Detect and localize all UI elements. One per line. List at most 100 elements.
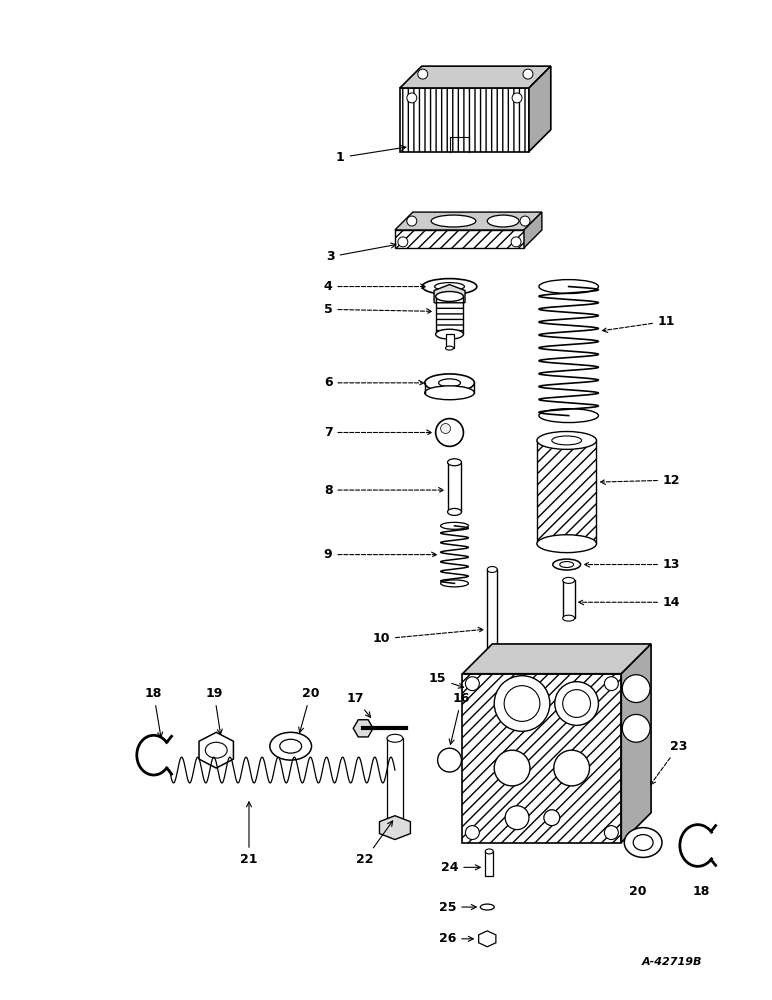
Text: 17: 17: [347, 692, 371, 717]
Ellipse shape: [448, 459, 462, 466]
Text: 19: 19: [205, 687, 223, 734]
Ellipse shape: [435, 292, 463, 301]
Ellipse shape: [487, 567, 497, 572]
Circle shape: [604, 826, 618, 840]
Circle shape: [622, 675, 650, 703]
Circle shape: [622, 714, 650, 742]
Text: 15: 15: [429, 672, 464, 688]
Circle shape: [418, 69, 428, 79]
Text: 21: 21: [240, 802, 258, 866]
Ellipse shape: [432, 215, 476, 227]
Ellipse shape: [553, 559, 581, 570]
Polygon shape: [479, 931, 496, 947]
Ellipse shape: [422, 279, 477, 294]
Text: 3: 3: [326, 243, 396, 263]
Text: 18: 18: [693, 885, 710, 898]
Bar: [563, 580, 574, 618]
Circle shape: [555, 682, 598, 725]
Ellipse shape: [633, 835, 653, 850]
Text: 16: 16: [449, 692, 470, 744]
Text: 13: 13: [584, 558, 680, 571]
Ellipse shape: [560, 562, 574, 568]
Text: 4: 4: [323, 280, 425, 293]
Ellipse shape: [480, 904, 494, 910]
Bar: [445, 334, 453, 348]
Text: 20: 20: [629, 885, 647, 898]
Polygon shape: [529, 66, 550, 152]
Circle shape: [438, 748, 462, 772]
Ellipse shape: [563, 615, 574, 621]
Ellipse shape: [448, 508, 462, 515]
Circle shape: [398, 237, 408, 247]
Ellipse shape: [438, 379, 460, 387]
Circle shape: [604, 677, 618, 691]
Text: 11: 11: [602, 315, 676, 332]
Ellipse shape: [539, 409, 598, 423]
Circle shape: [466, 826, 479, 840]
Circle shape: [523, 69, 533, 79]
Bar: [387, 738, 403, 828]
Circle shape: [494, 676, 550, 731]
Circle shape: [520, 216, 530, 226]
Polygon shape: [621, 644, 651, 843]
Text: 1: 1: [336, 145, 406, 164]
Polygon shape: [524, 212, 542, 248]
Ellipse shape: [537, 431, 597, 449]
Ellipse shape: [552, 436, 581, 445]
Polygon shape: [462, 674, 621, 843]
Text: 22: 22: [357, 821, 393, 866]
Ellipse shape: [279, 739, 302, 753]
Ellipse shape: [487, 651, 497, 657]
Ellipse shape: [441, 522, 469, 529]
Circle shape: [407, 216, 417, 226]
Text: 18: 18: [145, 687, 163, 737]
Text: 25: 25: [438, 901, 476, 914]
Text: 14: 14: [579, 596, 680, 609]
Text: 12: 12: [601, 474, 680, 487]
Polygon shape: [395, 230, 524, 248]
Circle shape: [543, 810, 560, 826]
Circle shape: [563, 690, 591, 717]
Polygon shape: [434, 285, 465, 308]
Ellipse shape: [387, 734, 403, 742]
Text: 10: 10: [372, 627, 483, 645]
Polygon shape: [462, 644, 651, 674]
Bar: [487, 569, 497, 654]
Polygon shape: [400, 66, 550, 88]
Circle shape: [554, 750, 590, 786]
Ellipse shape: [486, 849, 493, 854]
Ellipse shape: [387, 824, 403, 832]
Polygon shape: [395, 212, 542, 230]
Circle shape: [511, 237, 521, 247]
Ellipse shape: [205, 742, 227, 758]
Ellipse shape: [270, 732, 312, 760]
Circle shape: [466, 677, 479, 691]
Circle shape: [441, 424, 451, 433]
Circle shape: [504, 686, 540, 721]
Polygon shape: [199, 732, 233, 768]
Circle shape: [512, 93, 522, 103]
Bar: [435, 296, 463, 334]
Ellipse shape: [537, 535, 597, 553]
Circle shape: [494, 750, 530, 786]
Bar: [486, 851, 493, 876]
Ellipse shape: [425, 374, 474, 392]
Text: 8: 8: [323, 484, 444, 497]
Ellipse shape: [625, 828, 662, 857]
Polygon shape: [380, 816, 411, 840]
Ellipse shape: [435, 329, 463, 339]
Text: 5: 5: [323, 303, 432, 316]
Circle shape: [407, 93, 417, 103]
Bar: [448, 462, 462, 512]
Text: 6: 6: [323, 376, 424, 389]
Ellipse shape: [441, 580, 469, 587]
Text: 24: 24: [441, 861, 480, 874]
Text: 9: 9: [323, 548, 437, 561]
Ellipse shape: [539, 280, 598, 293]
Text: 20: 20: [299, 687, 320, 732]
Text: 26: 26: [438, 932, 473, 945]
Text: 7: 7: [323, 426, 432, 439]
Ellipse shape: [563, 577, 574, 583]
Text: A-42719B: A-42719B: [642, 957, 703, 967]
Ellipse shape: [435, 283, 465, 291]
